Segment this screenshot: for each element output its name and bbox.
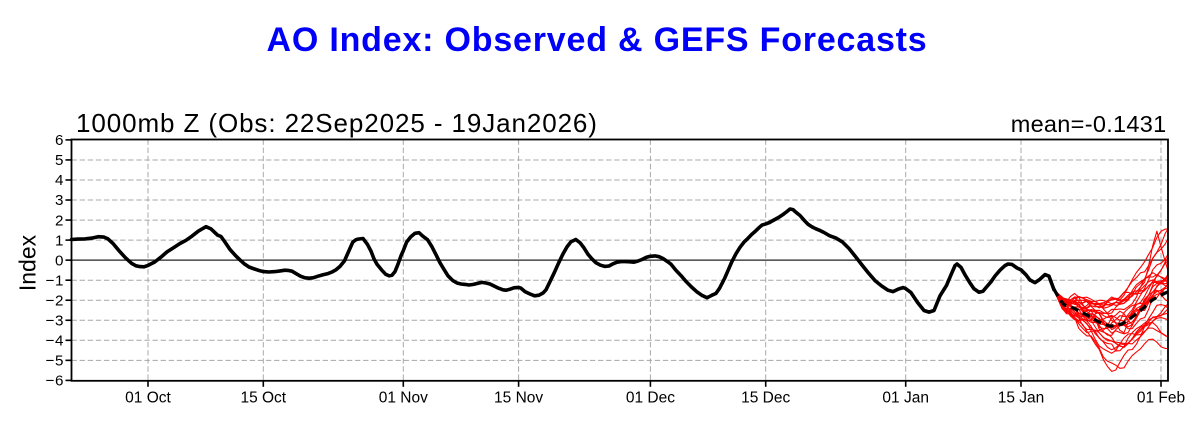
svg-text:−2: −2 [46,292,64,309]
svg-text:3: 3 [55,192,64,209]
svg-text:15 Oct: 15 Oct [240,390,286,407]
svg-text:0: 0 [55,252,64,269]
svg-text:mean=-0.1431: mean=-0.1431 [1011,111,1167,137]
svg-text:01 Nov: 01 Nov [379,390,428,407]
svg-text:15 Jan: 15 Jan [998,390,1045,407]
svg-text:4: 4 [55,172,64,189]
svg-text:AO Index: Observed & GEFS Fore: AO Index: Observed & GEFS Forecasts [267,21,928,59]
svg-text:Index: Index [15,234,41,291]
svg-text:−5: −5 [46,353,64,370]
svg-text:15 Dec: 15 Dec [741,390,790,407]
svg-text:−4: −4 [46,333,64,350]
svg-text:01 Feb: 01 Feb [1137,390,1185,407]
svg-text:1000mb Z (Obs: 22Sep2025 - 19J: 1000mb Z (Obs: 22Sep2025 - 19Jan2026) [76,108,598,138]
svg-text:1: 1 [55,232,64,249]
svg-text:−1: −1 [46,272,64,289]
svg-text:15 Nov: 15 Nov [494,390,543,407]
svg-text:01 Jan: 01 Jan [882,390,929,407]
svg-text:01 Oct: 01 Oct [125,390,171,407]
svg-text:5: 5 [55,152,64,169]
svg-text:2: 2 [55,212,64,229]
svg-text:−6: −6 [46,373,64,390]
svg-text:01 Dec: 01 Dec [626,390,675,407]
svg-text:6: 6 [55,132,64,149]
svg-text:−3: −3 [46,313,64,330]
